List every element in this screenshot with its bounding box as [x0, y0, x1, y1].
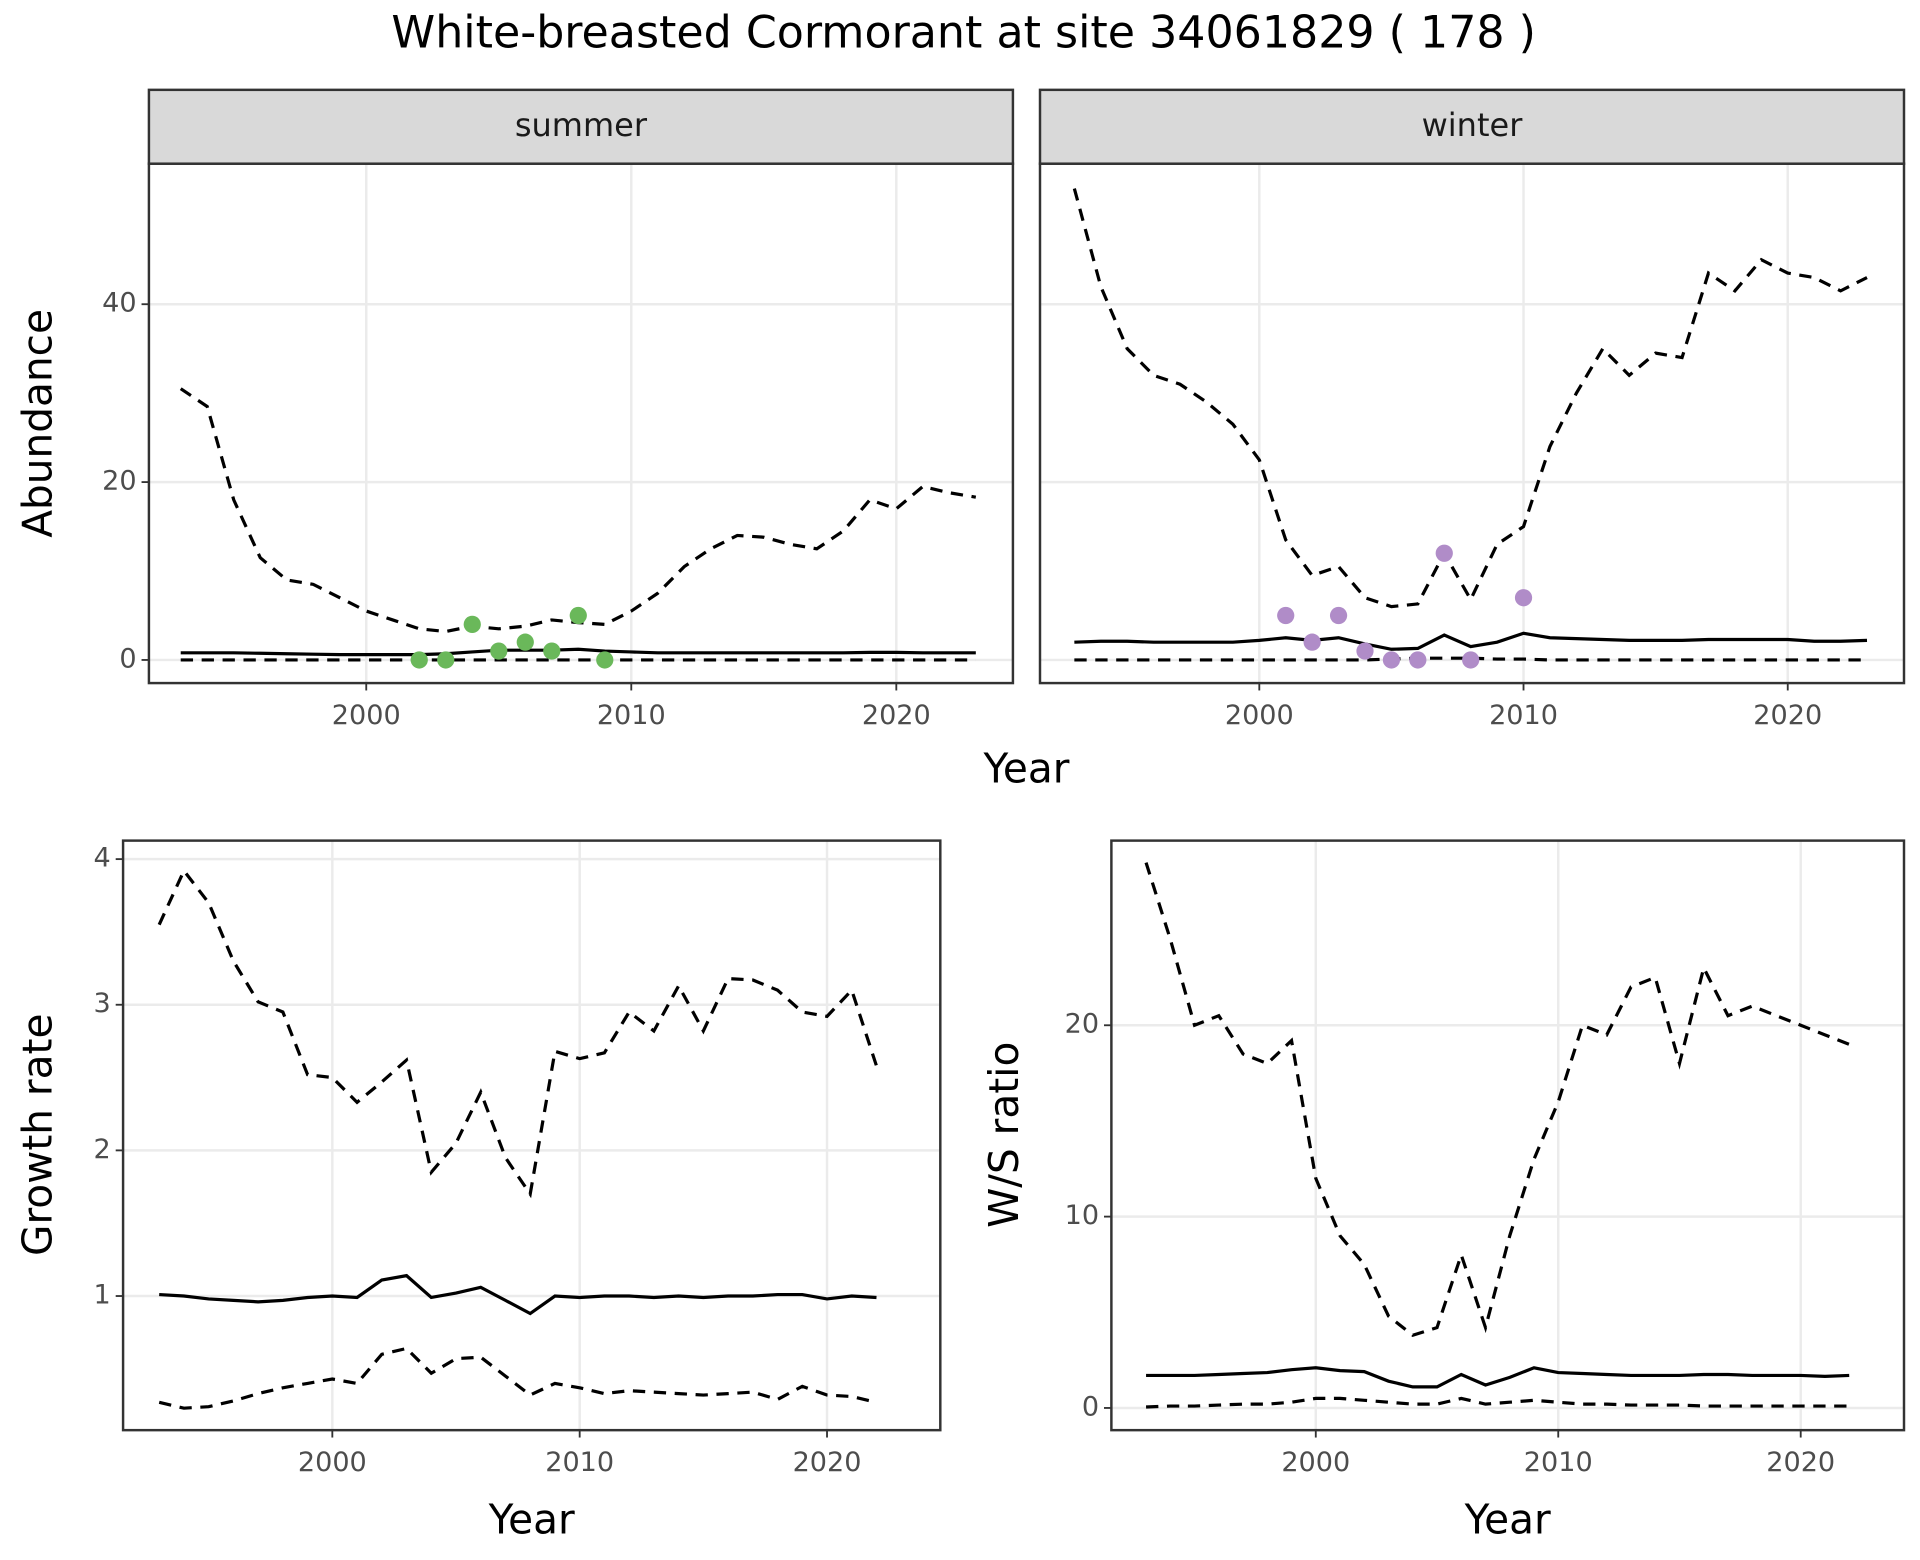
- observed-point: [543, 642, 561, 660]
- x-tick-label: 2010: [1489, 700, 1558, 731]
- x-tick-label: 2010: [545, 1447, 614, 1478]
- x-axis-label: Year: [488, 1495, 575, 1543]
- observed-point: [1462, 651, 1480, 669]
- observed-point: [1277, 606, 1295, 625]
- observed-point: [1356, 642, 1374, 660]
- panel-border: [1110, 839, 1906, 1432]
- observed-point: [516, 633, 534, 651]
- panel-background: [1111, 840, 1904, 1431]
- series-line: [1074, 656, 1868, 662]
- observed-point: [437, 651, 455, 669]
- facet-strip: [147, 88, 1015, 165]
- series-line: [159, 1273, 877, 1316]
- panel-border: [121, 839, 942, 1432]
- x-tick-label: 2020: [1766, 1447, 1835, 1478]
- observed-point: [1514, 589, 1533, 607]
- x-tick-label: 2000: [298, 1447, 367, 1478]
- y-axis-label: Growth rate: [14, 1014, 62, 1256]
- observed-point: [410, 651, 428, 669]
- y-axis-label: Abundance: [14, 309, 62, 538]
- observed-point: [596, 651, 614, 669]
- series-line: [1146, 1366, 1850, 1389]
- y-tick-label: 3: [94, 988, 111, 1019]
- x-tick-label: 2020: [793, 1447, 862, 1478]
- x-tick-label: 2000: [1225, 700, 1294, 731]
- x-tick-label: 2000: [1281, 1447, 1350, 1478]
- y-tick-label: 0: [1082, 1391, 1099, 1422]
- panel-background: [1040, 163, 1904, 684]
- observed-point: [1409, 651, 1427, 669]
- series-line: [158, 1346, 877, 1410]
- y-tick-label: 10: [1065, 1200, 1099, 1231]
- observed-point: [1329, 606, 1348, 625]
- x-tick-label: 2010: [597, 700, 666, 731]
- series-line: [1145, 1396, 1850, 1409]
- facet-label: winter: [1422, 106, 1524, 144]
- x-tick-label: 2010: [1524, 1447, 1593, 1478]
- y-tick-label: 20: [102, 466, 136, 497]
- y-tick-label: 4: [94, 843, 111, 874]
- x-axis-label: Year: [1464, 1495, 1551, 1543]
- observed-point: [569, 606, 587, 625]
- figure-title: White-breasted Cormorant at site 3406182…: [391, 8, 1536, 59]
- panel-background: [123, 840, 941, 1431]
- observed-point: [490, 642, 508, 660]
- facet-label: summer: [515, 106, 648, 144]
- y-tick-label: 2: [94, 1134, 111, 1165]
- observed-point: [463, 615, 481, 633]
- x-tick-label: 2020: [1753, 700, 1822, 731]
- y-tick-label: 40: [102, 288, 136, 319]
- observed-point: [1303, 633, 1321, 651]
- series-line: [1074, 631, 1868, 651]
- observed-point: [1435, 544, 1453, 562]
- y-tick-label: 0: [119, 643, 136, 674]
- y-tick-label: 1: [94, 1280, 111, 1311]
- series-line: [1144, 862, 1850, 1338]
- x-tick-label: 2000: [332, 700, 401, 731]
- y-tick-label: 20: [1065, 1009, 1099, 1040]
- x-axis-label: Year: [982, 745, 1069, 793]
- y-axis-label: W/S ratio: [980, 1042, 1028, 1228]
- facet-strip: [1038, 88, 1906, 165]
- panel-background: [148, 163, 1013, 684]
- observed-point: [1382, 651, 1401, 669]
- series-line: [180, 647, 976, 657]
- series-line: [157, 867, 879, 1199]
- series-line: [1072, 188, 1868, 609]
- x-tick-label: 2020: [862, 700, 931, 731]
